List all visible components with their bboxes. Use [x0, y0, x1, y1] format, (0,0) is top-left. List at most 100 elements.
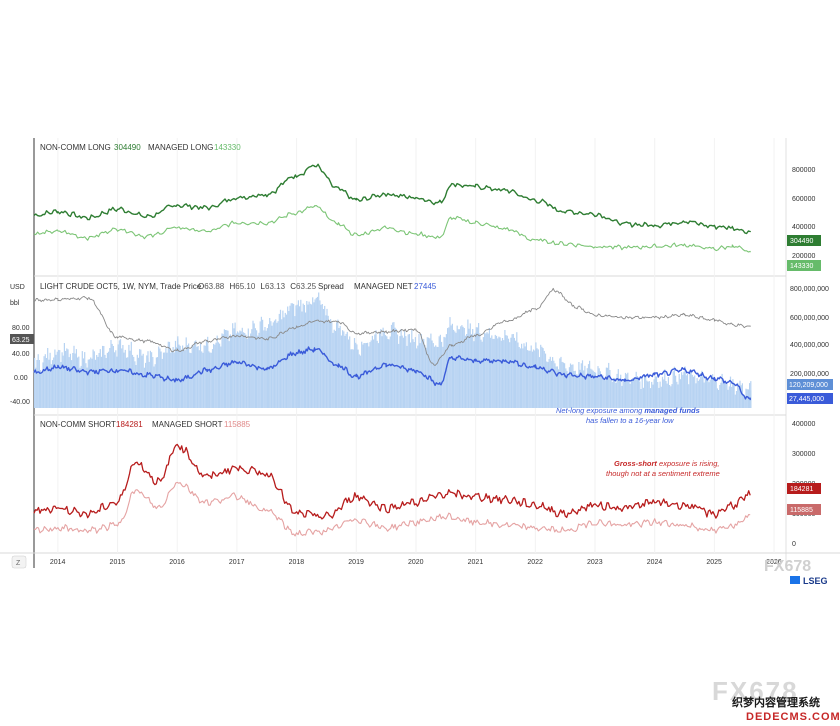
spread-bar [598, 368, 600, 408]
spread-bar [670, 386, 672, 408]
spread-bar [44, 354, 46, 408]
spread-bar [688, 384, 690, 408]
spread-bar [510, 337, 512, 408]
spread-bar [203, 345, 205, 408]
spread-bar [245, 334, 247, 408]
spread-bar [475, 327, 477, 408]
spread-bar [546, 361, 548, 408]
spread-bar [87, 359, 89, 408]
line-managed-short [33, 481, 751, 537]
spread-bar [246, 338, 248, 408]
spread-bar [615, 383, 617, 408]
spread-bar [481, 341, 483, 408]
spread-bar [399, 336, 401, 408]
spread-bar [53, 357, 55, 408]
spread-bar [266, 333, 268, 408]
spread-bar [722, 383, 724, 408]
spread-bar [185, 337, 187, 408]
line-managed-net [33, 346, 751, 401]
spread-bar [703, 382, 705, 408]
spread-bar [380, 329, 382, 408]
spread-bar [659, 381, 661, 408]
spread-bar [91, 358, 93, 408]
spread-bar [413, 342, 415, 408]
spread-bar [143, 367, 145, 408]
spread-bar [589, 360, 591, 408]
spread-bar [225, 330, 227, 408]
spread-bar [205, 340, 208, 408]
left-tick-neg40: -40.00 [10, 399, 30, 406]
spread-bar [482, 337, 484, 408]
spread-bar [448, 327, 450, 408]
spread-bar [426, 337, 428, 408]
spread-bar [226, 330, 228, 408]
legend-managed-short-value: 115885 [224, 420, 251, 429]
left-tick-40: 40.00 [12, 351, 30, 358]
spread-bar [652, 384, 654, 408]
spread-bar [308, 301, 310, 408]
spread-bar [179, 345, 181, 408]
spread-bar [174, 340, 177, 408]
spread-bar [229, 334, 231, 408]
spread-bar [467, 319, 469, 408]
spread-bar [281, 319, 283, 408]
p3-tick-400000: 400000 [792, 421, 815, 428]
spread-bar [72, 353, 74, 408]
spread-bar [682, 374, 684, 408]
spread-bar [451, 323, 453, 408]
badge-managed-net [787, 393, 833, 404]
spread-bar [700, 373, 702, 408]
spread-bar [529, 350, 531, 408]
spread-bar [306, 301, 308, 408]
spread-bar [349, 336, 351, 408]
spread-bar [383, 331, 385, 408]
spread-bar [41, 371, 43, 408]
timezone-button[interactable] [11, 555, 27, 569]
spread-bar [250, 333, 252, 408]
spread-bar [469, 323, 471, 408]
spread-bar [139, 349, 141, 408]
spread-bar [251, 329, 253, 408]
spread-bar [116, 356, 118, 408]
spread-bar [506, 335, 508, 408]
spread-bar [356, 349, 358, 408]
spread-bar [99, 349, 101, 408]
spread-bar [82, 358, 85, 408]
spread-bar [301, 311, 303, 408]
spread-bar [573, 371, 575, 408]
spread-bar [567, 374, 569, 408]
spread-bar [479, 333, 481, 408]
spread-bar [331, 321, 333, 408]
spread-bar [743, 393, 745, 408]
spread-bar [640, 389, 642, 408]
spread-bar [417, 345, 419, 408]
spread-bar [504, 330, 506, 408]
spread-bar [102, 345, 104, 408]
site-name-cn: 织梦内容管理系统 [732, 695, 820, 709]
spread-bar [159, 348, 161, 408]
spread-bar [461, 325, 463, 408]
year-label: 2024 [647, 559, 663, 566]
line-trade-price [33, 287, 751, 366]
spread-bar [644, 374, 646, 408]
spread-bar [142, 353, 144, 408]
spread-bar [698, 379, 701, 408]
spread-bar [235, 333, 237, 408]
spread-bar [727, 389, 729, 408]
spread-bar [234, 322, 236, 408]
spread-bar [620, 374, 622, 408]
spread-bar [178, 344, 180, 408]
spread-bar [295, 305, 297, 408]
spread-bar [723, 382, 726, 408]
spread-bar [542, 348, 544, 408]
spread-bar [201, 351, 203, 408]
spread-bar [507, 338, 510, 408]
spread-bar [601, 374, 603, 408]
spread-bar [661, 376, 664, 408]
spread-bar [500, 340, 502, 408]
spread-bar [609, 370, 611, 408]
spread-bar [715, 382, 717, 408]
spread-bar [289, 305, 291, 408]
